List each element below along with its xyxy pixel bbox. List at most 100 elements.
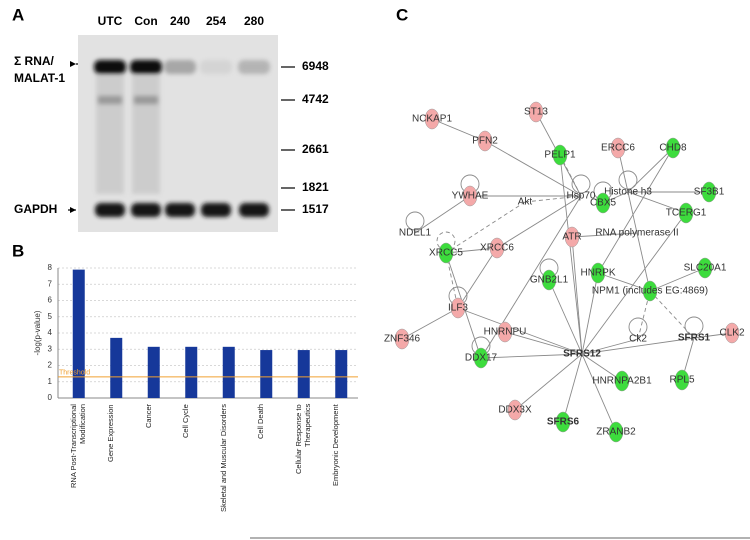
node-label: CLK2: [719, 328, 744, 339]
edge: [597, 147, 674, 274]
edge: [484, 140, 582, 197]
node-shape: [564, 226, 580, 248]
node-label: NCKAP1: [412, 114, 452, 125]
node-shape: [724, 322, 740, 344]
node-label: DDX3X: [498, 405, 532, 416]
node-shape: [489, 237, 505, 259]
node-label: ZNF346: [384, 334, 421, 345]
band: [238, 60, 270, 74]
node-label: DDX17: [465, 353, 498, 364]
y-tick-label: 2: [48, 361, 53, 370]
bar: [222, 346, 235, 398]
bar: [147, 346, 160, 398]
node-shape: [462, 185, 478, 207]
edge: [445, 247, 498, 254]
self-loop: [684, 316, 704, 336]
node-label: SLC20A1: [684, 263, 727, 274]
y-tick-label: 0: [48, 393, 53, 402]
node-shape: [552, 144, 568, 166]
edge: [581, 353, 617, 433]
node-label: GNB2L1: [530, 275, 569, 286]
node-shape: [424, 108, 440, 130]
self-loop: [405, 211, 425, 231]
edge: [514, 353, 583, 411]
blot-label: Σ RNA/: [14, 54, 55, 68]
node-label: HNRPK: [580, 268, 615, 279]
blot-label: MALAT-1: [14, 71, 65, 85]
node-label: RNA polymerase II: [595, 228, 678, 239]
band: [134, 96, 158, 104]
edge: [496, 195, 582, 249]
node-label: HNRNPU: [484, 327, 527, 338]
node-shape: [610, 137, 626, 159]
node-shape: [614, 370, 630, 392]
lane-label: 240: [170, 14, 190, 28]
edge: [581, 353, 623, 382]
band: [165, 203, 195, 217]
node-shape: [450, 297, 466, 319]
node-shape: [665, 137, 681, 159]
edge: [562, 353, 583, 423]
x-tick-label: Cancer: [143, 404, 153, 429]
node-shape: [477, 130, 493, 152]
smear: [132, 74, 160, 194]
x-tick-label: Cell Cycle: [181, 404, 191, 438]
edge: [581, 337, 695, 355]
edge: [480, 195, 582, 359]
band: [95, 203, 125, 217]
panel-label: B: [12, 241, 24, 260]
edge: [457, 247, 498, 309]
x-tick-label: RNA Post-Transcriptional Modification: [68, 404, 87, 488]
x-tick-label: Cell Death: [256, 404, 266, 440]
edge: [480, 353, 583, 359]
node-shape: [497, 321, 513, 343]
edge: [401, 307, 459, 340]
edge: [457, 307, 583, 355]
node-label: HNRNPA2B1: [592, 376, 652, 387]
marker-label: 2661: [302, 142, 329, 156]
arrow-head: [70, 207, 76, 213]
y-tick-label: 3: [48, 344, 53, 353]
band: [94, 60, 126, 74]
arrow-head: [70, 61, 76, 67]
panel-label: C: [396, 5, 408, 24]
node-label: ST13: [524, 107, 548, 118]
node-shape: [595, 192, 611, 214]
node-label: ATR: [562, 232, 581, 243]
node-label: CHD8: [659, 143, 687, 154]
band: [239, 203, 269, 217]
node-shape: [678, 202, 694, 224]
edge: [581, 338, 639, 355]
node-shape: [701, 181, 717, 203]
edge: [524, 195, 582, 203]
edge: [637, 290, 651, 340]
band: [201, 203, 231, 217]
node-shape: [528, 101, 544, 123]
band: [200, 60, 232, 74]
bar: [297, 350, 310, 398]
node-label: Akt: [518, 197, 533, 208]
y-tick-label: 7: [48, 279, 53, 288]
node-label: ZRANB2: [596, 427, 636, 438]
edge: [445, 201, 526, 254]
bar: [335, 350, 348, 398]
node-label: SF3B1: [694, 187, 725, 198]
node-label: SFRS1: [678, 333, 711, 344]
edge: [548, 279, 583, 355]
y-tick-label: 4: [48, 328, 53, 337]
node-shape: [507, 399, 523, 421]
bar: [260, 350, 273, 398]
node-label: ILF3: [448, 303, 468, 314]
node-shape: [590, 262, 606, 284]
band: [98, 96, 122, 104]
bar: [72, 269, 85, 398]
x-tick-label: Cellular Response to Therapeutics: [293, 404, 312, 474]
node-shape: [555, 411, 571, 433]
node-label: XRCC6: [480, 243, 514, 254]
node-label: NPM1 (includes EG:4869): [592, 286, 708, 297]
lane-label: 280: [244, 14, 264, 28]
y-tick-label: 6: [48, 296, 53, 305]
y-tick-label: 1: [48, 377, 53, 386]
